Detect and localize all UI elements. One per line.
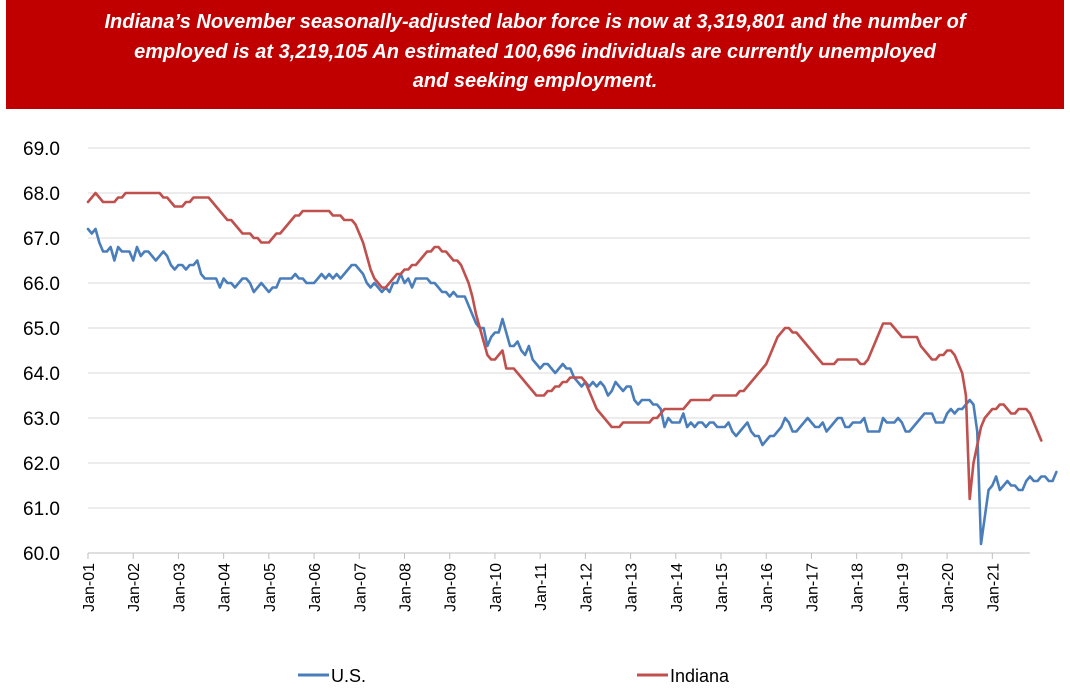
x-tick-label: Jan-15: [714, 563, 731, 612]
gridlines: [88, 147, 1030, 509]
x-tick-label: Jan-12: [578, 563, 595, 612]
y-axis-ticks: 60.0 61.0 62.0 63.0 64.0 65.0 66.0 67.0 68.0 69.0: [23, 139, 60, 565]
x-tick-label: Jan-20: [940, 563, 957, 612]
x-tick-label: Jan-03: [171, 563, 188, 612]
y-tick-label: 64.0: [23, 364, 60, 385]
x-axis-ticks: Jan-01 Jan-02 Jan-03 Jan-04 Jan-05 Jan-06 Jan-…: [81, 553, 1002, 612]
y-tick-label: 67.0: [23, 229, 60, 250]
series-lines: [86, 191, 1058, 546]
headline-line-2: employed is at 3,219,105 An estimated 10…: [134, 40, 936, 63]
legend: U.S. Indiana: [298, 666, 730, 686]
x-tick-label: Jan-13: [624, 563, 641, 612]
x-tick-label: Jan-04: [217, 563, 234, 612]
headline-banner: Indiana’s November seasonally-adjusted l…: [6, 0, 1064, 109]
x-tick-label: Jan-17: [804, 563, 821, 612]
y-tick-label: 63.0: [23, 409, 60, 430]
headline-line-3: and seeking employment.: [412, 70, 658, 92]
x-tick-label: Jan-10: [488, 563, 505, 612]
headline-line-1: Indiana’s November seasonally-adjusted l…: [104, 11, 966, 33]
legend-label-us: U.S.: [331, 666, 366, 686]
y-tick-label: 69.0: [23, 139, 60, 160]
y-tick-label: 68.0: [23, 184, 60, 205]
x-tick-label: Jan-08: [398, 563, 415, 612]
y-tick-label: 66.0: [23, 274, 60, 295]
x-tick-label: Jan-11: [533, 563, 550, 611]
series-line-indiana: [86, 191, 1043, 501]
y-tick-label: 60.0: [23, 544, 60, 565]
x-tick-label: Jan-06: [307, 563, 324, 612]
x-tick-label: Jan-09: [443, 563, 460, 612]
x-tick-label: Jan-16: [759, 563, 776, 612]
legend-label-indiana: Indiana: [670, 666, 730, 686]
y-tick-label: 65.0: [23, 319, 60, 340]
x-tick-label: Jan-01: [81, 563, 98, 612]
series-line-us: [86, 227, 1058, 546]
x-tick-label: Jan-02: [126, 563, 143, 612]
x-tick-label: Jan-18: [850, 563, 867, 612]
x-tick-label: Jan-21: [985, 563, 1002, 612]
x-tick-label: Jan-07: [352, 563, 369, 612]
y-tick-label: 61.0: [23, 499, 60, 520]
x-tick-label: Jan-05: [262, 563, 279, 612]
x-tick-label: Jan-19: [895, 563, 912, 612]
x-tick-label: Jan-14: [669, 563, 686, 612]
y-tick-label: 62.0: [23, 454, 60, 475]
